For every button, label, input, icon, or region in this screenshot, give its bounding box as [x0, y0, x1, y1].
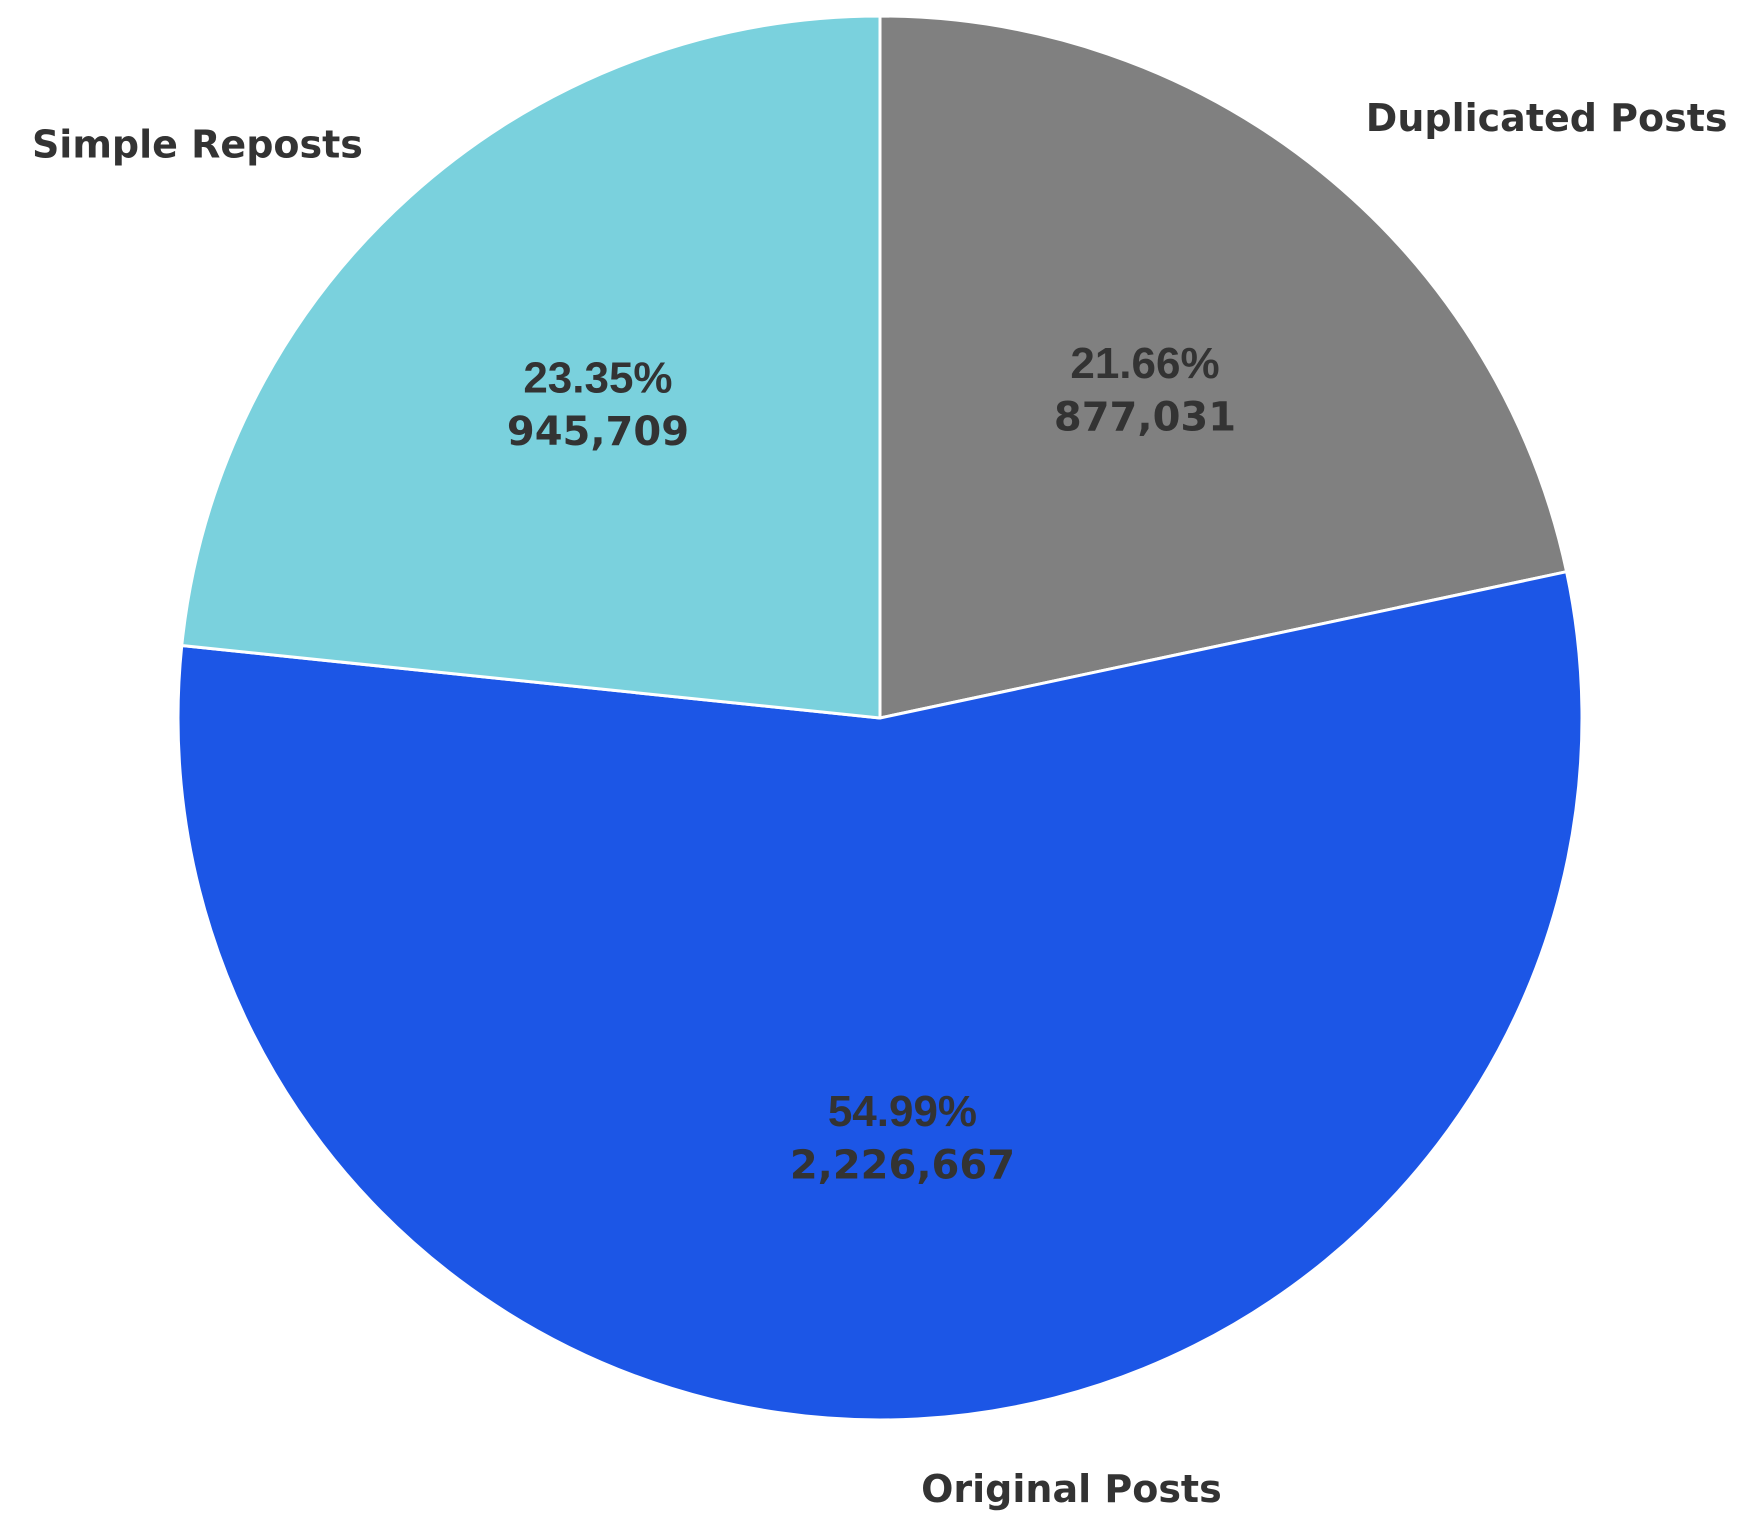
slice-percent-duplicated-posts: 21.66%: [1070, 339, 1219, 388]
pie-labels: Duplicated Posts 21.66% 877,031 Original Po…: [32, 96, 1728, 1511]
pie-slice-duplicated-posts: [878, 14, 1569, 720]
slice-percent-simple-reposts: 23.35%: [523, 354, 672, 403]
slice-label-duplicated-posts: Duplicated Posts: [1366, 96, 1728, 140]
slice-value-simple-reposts: 945,709: [507, 409, 689, 455]
slice-label-simple-reposts: Simple Reposts: [32, 122, 363, 166]
slice-percent-original-posts: 54.99%: [828, 1087, 977, 1136]
slice-value-original-posts: 2,226,667: [790, 1143, 1015, 1189]
pie-slice-original-posts: [176, 570, 1584, 1422]
pie-slices: [176, 14, 1584, 1422]
slice-label-original-posts: Original Posts: [921, 1467, 1222, 1511]
slice-value-duplicated-posts: 877,031: [1054, 395, 1236, 441]
pie-slice-simple-reposts: [180, 14, 882, 720]
